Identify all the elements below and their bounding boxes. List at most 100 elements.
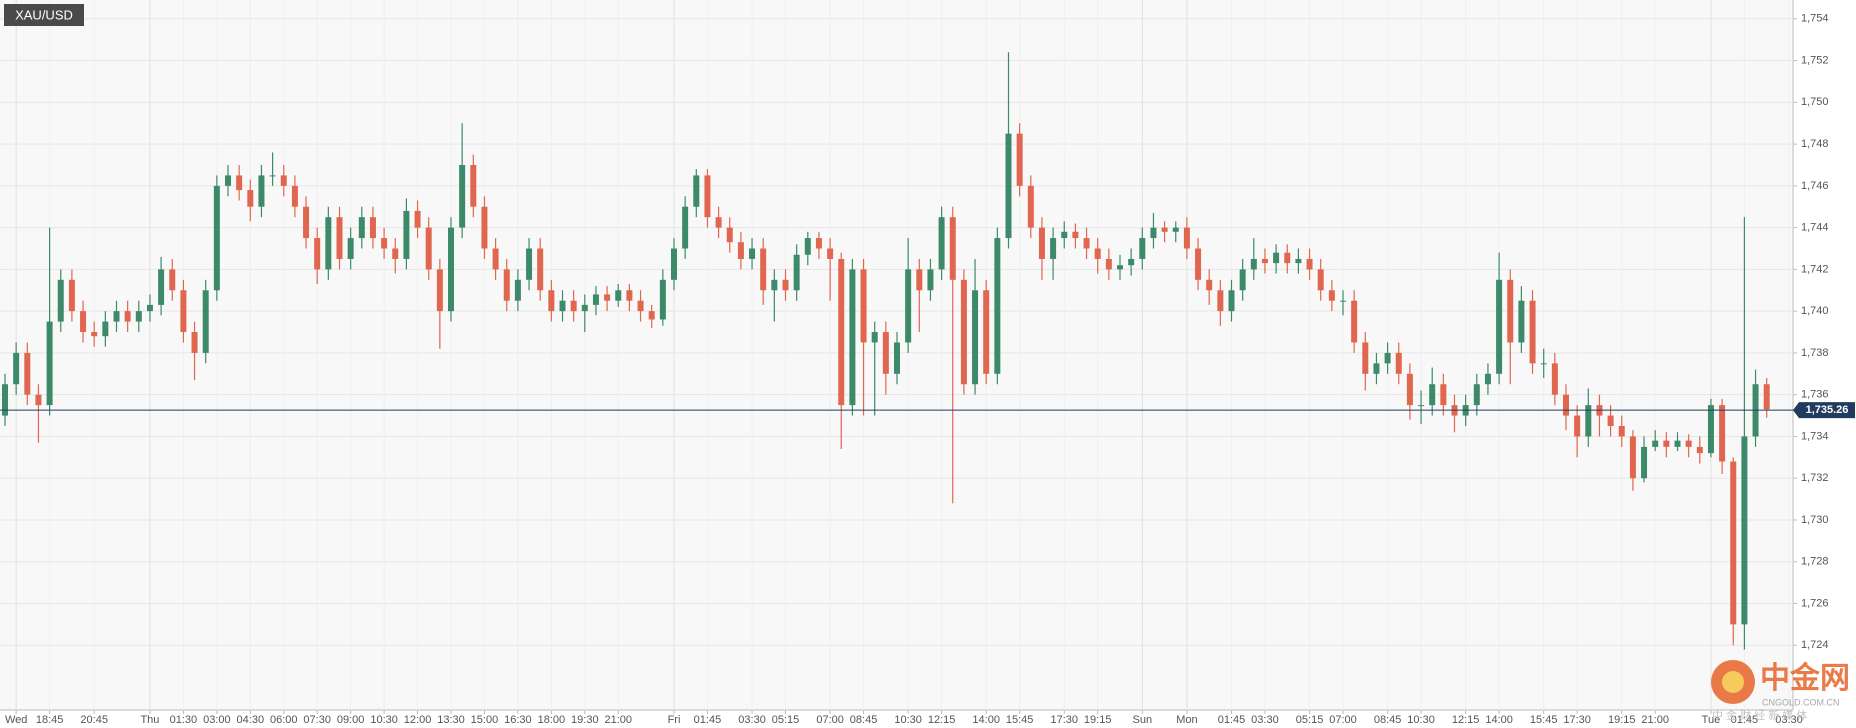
candle-body xyxy=(1061,231,1068,239)
candle-body xyxy=(113,311,120,322)
y-tick-label: 1,730 xyxy=(1801,514,1829,526)
candle-body xyxy=(225,175,231,186)
candle-body xyxy=(749,248,756,259)
candle-body xyxy=(158,269,165,305)
x-tick-label: 01:45 xyxy=(1731,714,1759,726)
y-tick-label: 1,740 xyxy=(1801,305,1829,317)
candle-body xyxy=(1206,279,1213,291)
candle-body xyxy=(1150,227,1157,239)
x-tick-label: 08:45 xyxy=(850,714,878,726)
candle-body xyxy=(470,164,477,207)
candle-body xyxy=(1763,384,1770,410)
candle-body xyxy=(448,227,454,312)
candle-body xyxy=(972,290,979,385)
x-tick-label: 03:00 xyxy=(203,714,231,726)
candle-body xyxy=(1139,238,1146,259)
candle-body xyxy=(514,279,521,301)
candle-body xyxy=(1284,252,1291,264)
y-tick-label: 1,734 xyxy=(1801,430,1829,442)
y-tick-label: 1,754 xyxy=(1801,13,1829,25)
y-tick-label: 1,724 xyxy=(1801,639,1829,651)
candle-body xyxy=(1351,300,1358,343)
x-tick-label: 08:45 xyxy=(1374,714,1402,726)
watermark: 中金网 CNGOLD.COM.CN 中 金 财 经 新 媒 体 xyxy=(1711,660,1850,722)
candle-body xyxy=(793,254,800,291)
candle-body xyxy=(626,290,633,301)
candle-body xyxy=(1607,415,1614,426)
candle-body xyxy=(1629,436,1636,479)
candle-body xyxy=(1406,373,1413,406)
candle-body xyxy=(1719,405,1726,462)
candle-body xyxy=(782,279,789,291)
candle-body xyxy=(124,311,131,322)
last-price-tag xyxy=(1793,402,1855,419)
candle-body xyxy=(91,332,98,337)
y-tick-label: 1,728 xyxy=(1801,556,1829,568)
candle-body xyxy=(503,269,510,301)
x-tick-label: 03:30 xyxy=(1775,714,1803,726)
candle-body xyxy=(1652,440,1659,447)
candle-body xyxy=(146,304,153,312)
candle-body xyxy=(659,279,666,320)
candle-body xyxy=(671,248,677,280)
x-tick-label: 09:00 xyxy=(337,714,365,726)
candle-body xyxy=(247,190,254,207)
candle-body xyxy=(291,185,298,207)
candle-body xyxy=(804,238,811,255)
x-tick-label: Mon xyxy=(1176,714,1197,726)
x-tick-label: 18:00 xyxy=(538,714,566,726)
x-tick-label: 12:00 xyxy=(404,714,432,726)
x-tick-label: 20:45 xyxy=(80,714,108,726)
candle-body xyxy=(236,175,243,191)
candle-body xyxy=(860,269,867,343)
candle-body xyxy=(1217,290,1224,312)
candle-body xyxy=(1239,269,1246,291)
candle-body xyxy=(1373,363,1380,374)
candle-body xyxy=(1585,405,1592,437)
candle-body xyxy=(704,175,711,218)
candle-body xyxy=(1730,461,1737,625)
candle-body xyxy=(280,175,287,186)
candle-body xyxy=(1117,265,1123,270)
candle-body xyxy=(1674,440,1681,447)
axis-labels: 1,724 1,726 1,728 1,730 1,732 1,734 1,736 1,738… xyxy=(5,13,1855,726)
candle-body xyxy=(425,227,432,270)
candle-body xyxy=(570,300,577,312)
candle-body xyxy=(1574,415,1581,437)
y-tick-label: 1,748 xyxy=(1801,138,1829,150)
x-tick-label: 17:30 xyxy=(1050,714,1078,726)
candle-body xyxy=(358,217,365,239)
x-tick-label: 17:30 xyxy=(1563,714,1591,726)
y-tick-label: 1,744 xyxy=(1801,222,1829,234)
candle-body xyxy=(1496,279,1503,374)
candle-body xyxy=(1128,258,1135,266)
candle-body xyxy=(24,352,31,395)
candle-body xyxy=(1328,290,1335,301)
candle-body xyxy=(1641,446,1648,479)
x-tick-label: 07:00 xyxy=(1329,714,1357,726)
candle-body xyxy=(1418,405,1425,407)
x-tick-label: Sun xyxy=(1133,714,1153,726)
candle-body xyxy=(1685,440,1692,447)
candle-body xyxy=(191,332,198,353)
candle-body xyxy=(771,279,778,291)
x-tick-label: 10:30 xyxy=(1407,714,1435,726)
candle-body xyxy=(325,217,332,270)
candle-body xyxy=(13,352,20,385)
candle-body xyxy=(303,206,310,239)
candle-body xyxy=(1362,342,1369,374)
candle-body xyxy=(1005,133,1012,239)
candle-body xyxy=(35,394,42,406)
x-tick-label: 03:30 xyxy=(1251,714,1279,726)
candle-body xyxy=(1440,384,1447,406)
y-tick-label: 1,726 xyxy=(1801,597,1829,609)
candle-body xyxy=(615,290,622,301)
candle-body xyxy=(347,238,354,259)
y-tick-label: 1,752 xyxy=(1801,54,1829,66)
x-tick-label: 10:30 xyxy=(894,714,922,726)
candle-body xyxy=(1384,352,1391,364)
y-tick-label: 1,746 xyxy=(1801,180,1829,192)
candle-body xyxy=(715,217,722,228)
symbol-badge xyxy=(4,4,84,26)
